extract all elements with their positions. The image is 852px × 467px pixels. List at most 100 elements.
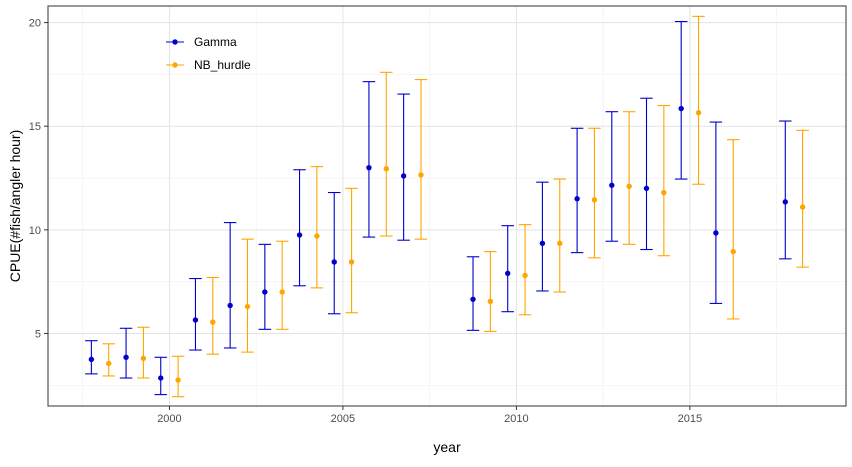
error-bar bbox=[345, 187, 358, 314]
data-point bbox=[591, 197, 598, 203]
data-point bbox=[192, 317, 199, 323]
data-point bbox=[782, 199, 788, 205]
error-bar bbox=[536, 181, 549, 292]
data-point bbox=[331, 259, 337, 265]
x-tick-label: 2015 bbox=[678, 413, 702, 425]
x-tick-label: 2010 bbox=[504, 413, 528, 425]
error-bar bbox=[327, 191, 341, 315]
error-bar bbox=[796, 129, 809, 268]
data-point bbox=[539, 240, 546, 247]
legend-label: Gamma bbox=[194, 35, 237, 49]
error-bar bbox=[293, 169, 306, 287]
plot-panel-background bbox=[48, 6, 846, 406]
data-point bbox=[314, 233, 320, 239]
data-point bbox=[487, 298, 494, 305]
legend-key-point bbox=[172, 62, 178, 68]
data-point bbox=[522, 272, 528, 279]
data-point bbox=[296, 232, 303, 238]
error-bar bbox=[484, 251, 497, 332]
error-bar bbox=[640, 97, 653, 251]
error-bar bbox=[588, 127, 601, 259]
legend-item: Gamma bbox=[166, 35, 237, 49]
data-point bbox=[609, 182, 615, 188]
data-point bbox=[400, 173, 407, 179]
plot-panel-border bbox=[47, 5, 847, 407]
x-axis-title: year bbox=[433, 439, 461, 455]
series-gamma bbox=[85, 20, 792, 396]
legend: Gamma NB_hurdle bbox=[166, 35, 251, 72]
error-bar bbox=[171, 355, 185, 398]
y-tick-label: 20 bbox=[29, 18, 41, 30]
legend-key-point bbox=[172, 39, 178, 45]
error-bar bbox=[553, 178, 567, 293]
data-point bbox=[106, 360, 112, 367]
error-bar bbox=[674, 20, 688, 180]
error-bar bbox=[102, 343, 115, 377]
grid-lines bbox=[48, 6, 846, 406]
data-point bbox=[505, 270, 511, 277]
data-point bbox=[470, 296, 476, 302]
error-bar bbox=[258, 243, 272, 330]
error-bar bbox=[518, 224, 532, 316]
error-bar bbox=[692, 15, 705, 185]
error-bar bbox=[570, 127, 584, 254]
data-point bbox=[140, 355, 147, 362]
error-bar bbox=[223, 222, 237, 349]
error-bar bbox=[501, 225, 514, 313]
y-axis-title: CPUE(#fish/angler hour) bbox=[7, 130, 23, 283]
data-point bbox=[713, 230, 719, 236]
error-bar bbox=[414, 79, 428, 240]
data-point bbox=[366, 164, 372, 171]
data-point bbox=[661, 189, 667, 196]
error-bar bbox=[119, 327, 133, 379]
data-point bbox=[574, 196, 580, 202]
data-point bbox=[418, 172, 424, 178]
data-point bbox=[383, 165, 389, 172]
error-bar bbox=[622, 111, 636, 245]
error-bar bbox=[709, 121, 723, 304]
error-bar bbox=[189, 277, 202, 351]
error-bar bbox=[397, 93, 410, 241]
data-point bbox=[88, 356, 95, 363]
data-point bbox=[678, 105, 684, 112]
error-bar bbox=[657, 104, 671, 257]
data-point bbox=[175, 377, 181, 383]
error-bar bbox=[206, 276, 220, 355]
data-point bbox=[262, 289, 268, 295]
series-marks bbox=[85, 15, 809, 398]
data-point bbox=[695, 110, 702, 116]
data-point bbox=[730, 248, 736, 255]
data-point bbox=[210, 319, 216, 325]
error-bar bbox=[726, 139, 740, 320]
data-point bbox=[227, 302, 233, 309]
error-bar bbox=[779, 120, 792, 260]
legend-item: NB_hurdle bbox=[166, 58, 251, 72]
y-tick-label: 10 bbox=[29, 225, 41, 237]
x-tick-label: 2005 bbox=[331, 413, 355, 425]
error-bar bbox=[380, 71, 393, 237]
series-nb-hurdle bbox=[102, 15, 809, 398]
axes: 2000 2005 2010 2015 5 10 15 20 bbox=[29, 18, 702, 425]
error-bar bbox=[362, 81, 376, 238]
error-bar bbox=[275, 240, 289, 330]
y-tick-label: 15 bbox=[29, 121, 41, 133]
error-bar bbox=[241, 238, 254, 353]
data-point bbox=[123, 354, 129, 360]
error-bar bbox=[137, 326, 150, 379]
error-bar bbox=[310, 166, 324, 289]
legend-label: NB_hurdle bbox=[194, 58, 251, 72]
error-bar bbox=[605, 111, 619, 242]
x-tick-label: 2000 bbox=[157, 413, 181, 425]
data-point bbox=[799, 204, 806, 210]
data-point bbox=[348, 259, 355, 265]
data-point bbox=[244, 303, 251, 310]
data-point bbox=[557, 240, 563, 247]
error-bar bbox=[466, 256, 480, 331]
y-tick-label: 5 bbox=[35, 328, 41, 340]
data-point bbox=[626, 183, 632, 190]
data-point bbox=[643, 185, 650, 192]
data-point bbox=[158, 375, 164, 381]
data-point bbox=[279, 289, 285, 295]
